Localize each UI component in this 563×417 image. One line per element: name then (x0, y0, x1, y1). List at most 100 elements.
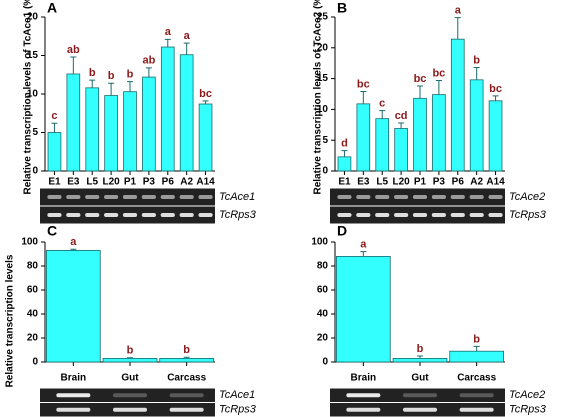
gel-band (403, 407, 437, 412)
x-tick-label: Gut (411, 373, 429, 384)
error-bar (127, 81, 133, 92)
gel-band (431, 195, 446, 199)
error-bar (341, 150, 348, 157)
y-tick-label: 40 (317, 309, 329, 320)
gel-band (356, 195, 371, 199)
significance-letter: cd (395, 110, 408, 122)
significance-letter: b (127, 69, 134, 81)
gel-band (469, 195, 484, 199)
error-bar (183, 42, 190, 55)
y-tick-label: 20 (317, 42, 329, 53)
gel-band (141, 213, 156, 217)
error-bar (473, 67, 480, 80)
error-bar (145, 67, 152, 78)
significance-letter: a (70, 236, 77, 248)
gel-band (450, 213, 465, 217)
gel-band (122, 195, 138, 199)
x-tick-label: E1 (48, 177, 61, 188)
error-bar (127, 357, 133, 359)
gel-band (450, 195, 465, 199)
y-tick-label: 20 (27, 333, 39, 344)
bar (450, 38, 465, 172)
gel-band (488, 195, 503, 199)
x-tick-label: L20 (102, 177, 120, 188)
bar (488, 100, 503, 172)
significance-letter: a (455, 5, 462, 17)
significance-letter: b (183, 344, 190, 356)
significance-letter: d (341, 138, 348, 150)
gel-band (337, 195, 352, 199)
error-bar (360, 91, 367, 104)
y-tick-label: 80 (317, 261, 329, 272)
bar (123, 91, 137, 172)
y-tick-label: 0 (32, 166, 38, 177)
x-tick-label: A14 (196, 177, 215, 188)
error-bar (164, 38, 171, 48)
x-tick-label: P3 (433, 177, 446, 188)
error-bar (360, 251, 367, 257)
significance-letter: bc (357, 78, 370, 90)
bar (375, 118, 390, 172)
x-tick-label: L20 (392, 177, 410, 188)
y-tick-label: 10 (317, 104, 329, 115)
gel-band (459, 407, 494, 412)
gel-band (85, 213, 100, 217)
bar (356, 103, 371, 172)
gel-band (459, 393, 494, 398)
bar (47, 132, 62, 172)
bar (46, 249, 101, 363)
error-bar (435, 79, 442, 95)
x-tick-label: Brain (351, 373, 377, 384)
gel-label: TcAce1 (219, 191, 255, 203)
gel-band (113, 393, 147, 398)
gel-band (66, 195, 81, 199)
bar (394, 128, 408, 172)
y-tick-label: 10 (27, 89, 39, 100)
gel-label: TcRps3 (219, 209, 257, 221)
y-tick-label: 5 (32, 127, 38, 138)
bar (469, 79, 484, 172)
gel-label: TcRps3 (509, 209, 547, 221)
gel-band (403, 393, 437, 398)
gel-band (56, 393, 91, 398)
gel-band (346, 393, 381, 398)
error-bar (51, 122, 58, 133)
gel-band (198, 195, 213, 199)
panel-label: A (47, 0, 57, 16)
gel-band (179, 195, 194, 199)
gel-band (56, 407, 91, 412)
gel-label: TcAce2 (509, 191, 545, 203)
bar (159, 357, 214, 363)
x-tick-label: P6 (162, 177, 175, 188)
y-tick-label: 0 (322, 166, 328, 177)
gel-label: TcRps3 (219, 404, 257, 416)
bar (432, 94, 446, 172)
y-axis-label: Relative transcription levels of TcAce1 … (23, 0, 34, 195)
bar (392, 357, 448, 363)
bar (198, 103, 213, 172)
x-tick-label: Carcass (457, 373, 496, 384)
gel-band (469, 213, 484, 217)
x-tick-label: E3 (67, 177, 80, 188)
gel-band (104, 195, 119, 199)
gel-band (104, 213, 119, 217)
y-axis-label: Relative transcription levels of TcAce2 … (313, 0, 324, 195)
significance-letter: c (379, 98, 385, 110)
gel-band (169, 407, 204, 412)
gel-band (160, 213, 175, 217)
gel-band (47, 195, 62, 199)
gel-band (431, 213, 446, 217)
gel-label: TcAce1 (219, 389, 255, 401)
y-tick-label: 100 (311, 237, 328, 248)
x-tick-label: Gut (121, 373, 139, 384)
error-bar (202, 100, 209, 105)
bar (449, 350, 504, 363)
bar (104, 95, 118, 172)
error-bar (417, 85, 423, 99)
error-bar (492, 95, 499, 101)
error-bar (108, 82, 115, 96)
error-bar (379, 110, 386, 119)
gel-label: TcRps3 (509, 404, 547, 416)
y-tick-label: 60 (317, 285, 329, 296)
significance-letter: ab (142, 55, 155, 67)
